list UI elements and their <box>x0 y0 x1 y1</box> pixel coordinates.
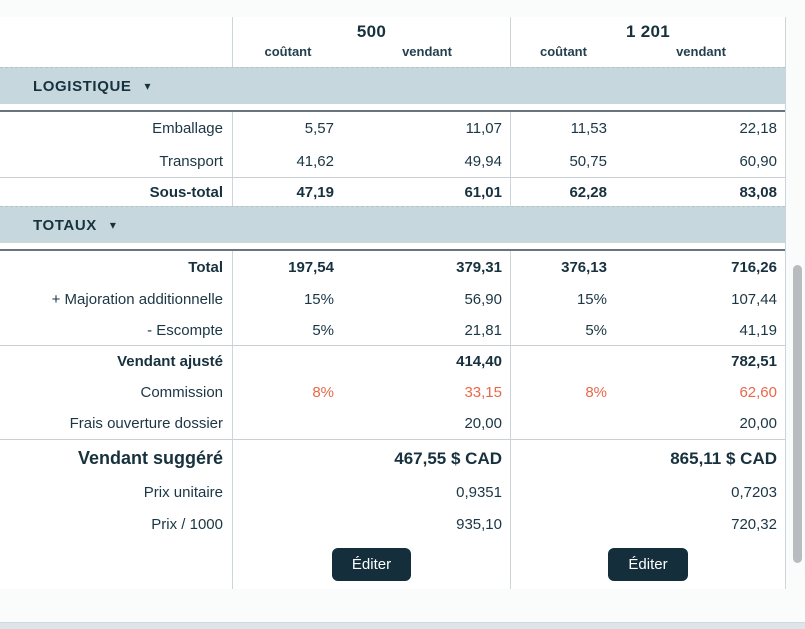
cell-vendant-1201: 22,18 <box>739 120 777 137</box>
cell-coutant-500 <box>232 477 342 508</box>
quantity-group-1201: 1 201 coûtant vendant <box>510 17 785 67</box>
row-divider <box>0 177 785 178</box>
section-title: TOTAUX <box>33 216 97 234</box>
cell-vendant-500: 20,00 <box>464 415 502 432</box>
column-header-coutant: coûtant <box>264 44 312 59</box>
cell-vendant-500: 935,10 <box>456 515 502 533</box>
cell-vendant-suggere-500: 467,55 $ CAD <box>232 440 510 477</box>
cell-coutant-500: 197,54 <box>232 251 342 283</box>
cell-coutant-1201: 11,53 <box>510 112 615 145</box>
row-label: Vendant suggéré <box>77 448 223 468</box>
edit-button-500[interactable]: Éditer <box>331 548 412 581</box>
row-label: Prix unitaire <box>143 484 223 501</box>
collapse-arrow-icon: ▾ <box>109 218 116 232</box>
cell-coutant-1201: 62,28 <box>510 178 615 206</box>
table-row-prix-unitaire: Prix unitaire 0,9351 0,7203 <box>0 477 785 508</box>
table-row-transport: Transport 41,62 49,94 50,75 60,90 <box>0 145 785 177</box>
vertical-scrollbar-thumb[interactable] <box>793 265 802 563</box>
cell-vendant-1201: 782,51 <box>731 353 777 370</box>
row-label: + Majoration additionnelle <box>51 290 223 308</box>
cell-vendant-500: 56,90 <box>464 290 502 308</box>
cell-coutant-1201 <box>510 477 615 508</box>
section-divider <box>0 110 785 112</box>
cell-coutant-500: 47,19 <box>232 178 342 206</box>
cell-coutant-1201 <box>510 408 615 439</box>
quantity-label: 1 201 <box>625 22 671 41</box>
column-header-vendant: vendant <box>676 44 726 59</box>
cell-vendant-500: 414,40 <box>456 353 502 370</box>
cell-vendant-suggere-1201: 865,11 $ CAD <box>510 440 785 477</box>
quantity-group-500: 500 coûtant vendant <box>232 17 510 67</box>
table-row-total: Total 197,54 379,31 376,13 716,26 <box>0 251 785 283</box>
edit-button-cell-1201: Éditer <box>510 540 785 589</box>
cell-vendant-500: 21,81 <box>464 321 502 339</box>
table-row-prix-1000: Prix / 1000 935,10 720,32 <box>0 508 785 540</box>
cell-coutant-1201: 50,75 <box>510 145 615 177</box>
row-label: Total <box>188 258 223 276</box>
section-divider <box>0 249 785 251</box>
table-row-frais-dossier: Frais ouverture dossier 20,00 20,00 <box>0 408 785 439</box>
table-row-majoration: + Majoration additionnelle 15% 56,90 15%… <box>0 283 785 315</box>
cell-coutant-1201: 376,13 <box>510 251 615 283</box>
cell-vendant-1201: 60,90 <box>739 152 777 170</box>
table-row-vendant-suggere: Vendant suggéré 467,55 $ CAD 865,11 $ CA… <box>0 440 785 477</box>
bottom-panel-edge <box>0 622 805 629</box>
row-label: Emballage <box>152 120 223 137</box>
collapse-arrow-icon: ▾ <box>144 79 151 93</box>
cell-vendant-500: 49,94 <box>464 152 502 170</box>
header-corner <box>0 17 232 67</box>
cell-coutant-1201 <box>510 508 615 540</box>
cell-vendant-500: 33,15 <box>464 384 502 401</box>
cell-percent-500: 15% <box>232 283 342 315</box>
cell-vendant-500: 0,9351 <box>456 484 502 501</box>
pricing-table: 500 coûtant vendant 1 201 coûtant vendan… <box>0 17 786 589</box>
cell-vendant-1201: 0,7203 <box>731 484 777 501</box>
row-divider <box>0 345 785 346</box>
row-label: - Escompte <box>147 321 223 339</box>
column-header-vendant: vendant <box>402 44 452 59</box>
edit-button-row: Éditer Éditer <box>0 540 785 589</box>
cell-percent-500: 8% <box>232 377 342 408</box>
cell-vendant-1201: 62,60 <box>739 384 777 401</box>
row-label: Vendant ajusté <box>117 353 223 370</box>
cell-vendant-1201: 83,08 <box>739 183 777 201</box>
cell-vendant-1201: 41,19 <box>739 321 777 339</box>
quantity-label: 500 <box>356 22 387 41</box>
row-label: Commission <box>140 384 223 401</box>
cell-vendant-1201: 720,32 <box>731 515 777 533</box>
row-label: Frais ouverture dossier <box>69 415 223 432</box>
section-header-totaux[interactable]: TOTAUX ▾ <box>0 206 785 243</box>
cell-vendant-500: 379,31 <box>456 258 502 276</box>
cell-coutant-500 <box>232 408 342 439</box>
table-row-emballage: Emballage 5,57 11,07 11,53 22,18 <box>0 112 785 145</box>
cell-percent-1201: 15% <box>510 283 615 315</box>
table-row-escompte: - Escompte 5% 21,81 5% 41,19 <box>0 315 785 345</box>
cell-vendant-500: 11,07 <box>465 120 502 137</box>
edit-button-1201[interactable]: Éditer <box>608 548 688 581</box>
section-title: LOGISTIQUE <box>33 77 132 95</box>
row-divider <box>0 439 785 440</box>
column-header-coutant: coûtant <box>540 44 587 59</box>
cell-coutant-500: 41,62 <box>232 145 342 177</box>
quantity-header-row: 500 coûtant vendant 1 201 coûtant vendan… <box>0 17 785 67</box>
section-header-logistique[interactable]: LOGISTIQUE ▾ <box>0 67 785 104</box>
table-row-commission: Commission 8% 33,15 8% 62,60 <box>0 377 785 408</box>
cell-percent-1201: 8% <box>510 377 615 408</box>
cell-vendant-1201: 716,26 <box>731 258 777 276</box>
row-label: Transport <box>159 152 223 170</box>
cell-vendant-1201: 20,00 <box>739 415 777 432</box>
row-label: Prix / 1000 <box>151 515 223 533</box>
cell-vendant-500: 61,01 <box>464 183 502 201</box>
cell-percent-1201: 5% <box>510 315 615 345</box>
cell-coutant-500: 5,57 <box>232 112 342 145</box>
cell-percent-500: 5% <box>232 315 342 345</box>
edit-button-cell-500: Éditer <box>232 540 510 589</box>
table-row-sous-total: Sous-total 47,19 61,01 62,28 83,08 <box>0 178 785 206</box>
cell-vendant-1201: 107,44 <box>731 290 777 308</box>
cell-coutant-500 <box>232 346 342 377</box>
cell-coutant-500 <box>232 508 342 540</box>
cell-coutant-1201 <box>510 346 615 377</box>
row-label: Sous-total <box>149 183 223 201</box>
table-row-vendant-ajuste: Vendant ajusté 414,40 782,51 <box>0 346 785 377</box>
